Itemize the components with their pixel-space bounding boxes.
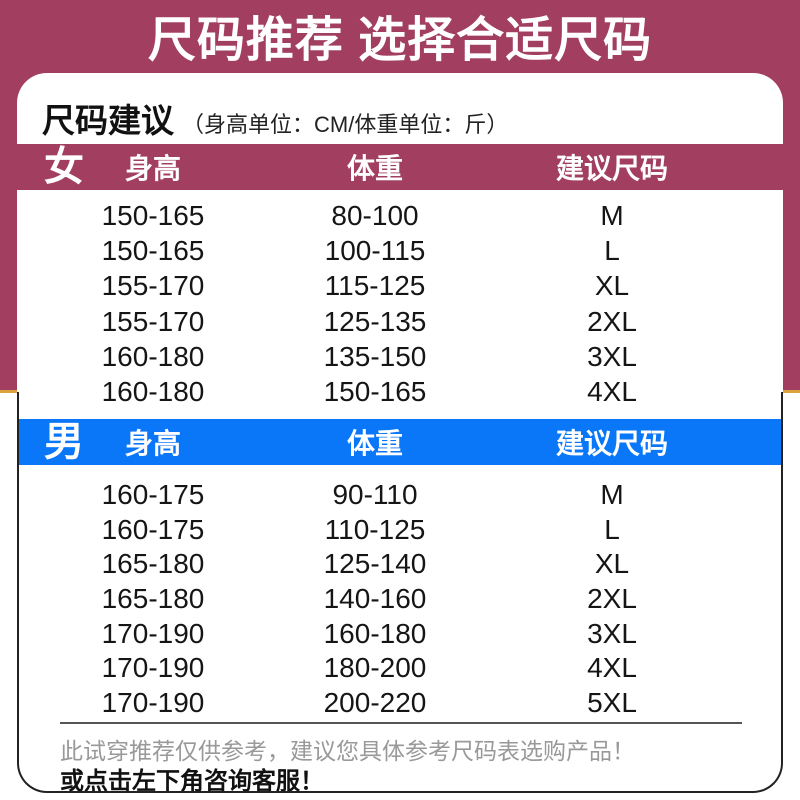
women-gender-label: 女: [44, 145, 84, 189]
women-rows: 150-165 80-100 M 150-165 100-115 L 155-1…: [17, 198, 783, 410]
men-header-row: 身高 体重 建议尺码: [17, 419, 783, 465]
size-cell: XL: [594, 270, 630, 302]
height-cell: 160-180: [101, 376, 205, 408]
men-header-band: 男 身高 体重 建议尺码: [17, 419, 783, 465]
height-cell: 170-190: [101, 652, 205, 684]
table-row: 160-175 110-125 L: [17, 513, 783, 548]
table-row: 170-190 200-220 5XL: [17, 685, 783, 720]
size-cell: L: [604, 234, 620, 266]
size-cell: 2XL: [587, 305, 637, 337]
men-column-header-size: 建议尺码: [555, 428, 668, 459]
women-column-header-size: 建议尺码: [555, 153, 668, 184]
banner-title: 尺码推荐 选择合适尺码: [147, 14, 653, 67]
height-cell: 155-170: [101, 305, 205, 337]
size-cell: 2XL: [587, 583, 637, 615]
women-column-header-weight: 体重: [346, 153, 403, 184]
table-row: 160-180 150-165 4XL: [17, 375, 783, 410]
table-row: 160-180 135-150 3XL: [17, 339, 783, 374]
weight-cell: 125-135: [323, 305, 427, 337]
men-column-header-weight: 体重: [346, 428, 403, 459]
table-row: 160-175 90-110 M: [17, 478, 783, 513]
footer-disclaimer-text: 此试穿推荐仅供参考，建议您具体参考尺码表选购产品！: [60, 738, 635, 764]
height-cell: 160-175: [101, 479, 205, 511]
weight-cell: 200-220: [323, 686, 427, 718]
weight-cell: 80-100: [331, 199, 419, 231]
height-cell: 165-180: [101, 548, 205, 580]
table-row: 170-190 180-200 4XL: [17, 651, 783, 686]
men-column-header-height: 身高: [124, 428, 181, 459]
table-row: 155-170 125-135 2XL: [17, 304, 783, 339]
size-cell: 5XL: [587, 686, 637, 718]
size-cell: M: [600, 199, 624, 231]
table-row: 150-165 100-115 L: [17, 233, 783, 268]
height-cell: 160-175: [101, 513, 205, 545]
footer-contact-service-text: 或点击左下角咨询客服！: [60, 768, 324, 795]
table-row: 165-180 125-140 XL: [17, 547, 783, 582]
weight-cell: 180-200: [323, 652, 427, 684]
height-cell: 155-170: [101, 270, 205, 302]
height-cell: 150-165: [101, 234, 205, 266]
men-gender-label: 男: [44, 420, 84, 464]
men-rows: 160-175 90-110 M 160-175 110-125 L 165-1…: [17, 478, 783, 720]
footer-separator-line: [60, 722, 742, 724]
size-cell: 4XL: [587, 376, 637, 408]
weight-cell: 135-150: [323, 340, 427, 372]
height-cell: 170-190: [101, 686, 205, 718]
weight-cell: 125-140: [323, 548, 427, 580]
height-cell: 160-180: [101, 340, 205, 372]
size-cell: L: [604, 513, 620, 545]
weight-cell: 100-115: [324, 234, 426, 266]
height-cell: 150-165: [101, 199, 205, 231]
table-row: 150-165 80-100 M: [17, 198, 783, 233]
weight-cell: 160-180: [323, 617, 427, 649]
women-column-header-height: 身高: [124, 153, 181, 184]
table-row: 165-180 140-160 2XL: [17, 582, 783, 617]
women-header-band: 女 身高 体重 建议尺码: [0, 144, 800, 190]
card-heading: 尺码建议 （身高单位：CM/体重单位：斤）: [42, 94, 508, 142]
card-heading-units-note: （身高单位：CM/体重单位：斤）: [182, 112, 509, 137]
women-header-row: 身高 体重 建议尺码: [17, 144, 783, 190]
weight-cell: 150-165: [323, 376, 427, 408]
size-cell: 3XL: [587, 617, 637, 649]
table-row: 155-170 115-125 XL: [17, 269, 783, 304]
size-cell: 3XL: [587, 340, 637, 372]
weight-cell: 115-125: [324, 270, 426, 302]
men-header-band-inner: 男 身高 体重 建议尺码: [17, 419, 783, 465]
table-row: 170-190 160-180 3XL: [17, 616, 783, 651]
height-cell: 165-180: [101, 583, 205, 615]
size-cell: M: [600, 479, 624, 511]
size-cell: 4XL: [587, 652, 637, 684]
weight-cell: 90-110: [332, 479, 418, 511]
women-header-band-inner: 女 身高 体重 建议尺码: [17, 144, 783, 190]
card-heading-text: 尺码建议: [42, 102, 174, 139]
size-cell: XL: [594, 548, 630, 580]
weight-cell: 140-160: [323, 583, 427, 615]
height-cell: 170-190: [101, 617, 205, 649]
weight-cell: 110-125: [324, 513, 426, 545]
